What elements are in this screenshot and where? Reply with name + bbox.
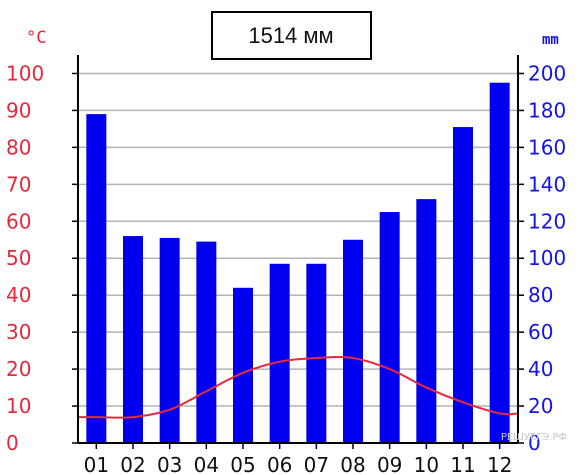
precipitation-bar bbox=[269, 263, 290, 443]
right-tick-label: 160 bbox=[528, 135, 566, 159]
precipitation-bar bbox=[489, 82, 510, 443]
precipitation-bar bbox=[86, 114, 107, 443]
right-tick-label: 180 bbox=[528, 98, 566, 122]
temperature-unit-label: °C bbox=[26, 28, 46, 48]
grid-lines bbox=[78, 72, 518, 407]
x-tick-label: 06 bbox=[267, 453, 292, 475]
total-precipitation-label: 1514 мм bbox=[248, 23, 333, 48]
right-tick-label: 120 bbox=[528, 209, 566, 233]
precipitation-bar bbox=[123, 236, 143, 443]
precipitation-bar bbox=[379, 212, 400, 443]
x-tick-label: 05 bbox=[230, 453, 255, 475]
precipitation-bar bbox=[159, 237, 180, 443]
temperature-line-group bbox=[78, 356, 519, 419]
left-tick-label: 100 bbox=[6, 61, 44, 85]
right-tick-label: 200 bbox=[528, 61, 566, 85]
precipitation-bar bbox=[306, 263, 327, 443]
left-tick-label: 20 bbox=[6, 357, 31, 381]
x-tick-label: 04 bbox=[194, 453, 219, 475]
right-tick-label: 100 bbox=[528, 246, 566, 270]
x-tick-label: 11 bbox=[450, 453, 475, 475]
x-tick-label: 09 bbox=[377, 453, 402, 475]
precipitation-bar bbox=[196, 241, 217, 443]
precipitation-unit-label: mm bbox=[542, 32, 559, 48]
left-tick-label: 80 bbox=[6, 135, 31, 159]
total-precipitation-box bbox=[211, 11, 372, 60]
precipitation-bar bbox=[416, 199, 437, 443]
right-tick-label: 140 bbox=[528, 172, 566, 196]
x-tick-label: 12 bbox=[487, 453, 512, 475]
right-tick-label: 0 bbox=[528, 431, 541, 455]
precipitation-bar bbox=[343, 239, 363, 443]
left-tick-label: 60 bbox=[6, 209, 31, 233]
left-tick-label: 70 bbox=[6, 172, 31, 196]
x-tick-label: 02 bbox=[120, 453, 145, 475]
right-tick-label: 80 bbox=[528, 283, 553, 307]
left-tick-label: 30 bbox=[6, 320, 31, 344]
right-tick-label: 40 bbox=[528, 357, 553, 381]
precipitation-bar bbox=[233, 287, 253, 443]
left-tick-label: 40 bbox=[6, 283, 31, 307]
right-tick-label: 60 bbox=[528, 320, 553, 344]
left-tick-label: 0 bbox=[6, 431, 19, 455]
x-tick-label: 01 bbox=[84, 453, 109, 475]
precipitation-bar bbox=[453, 127, 473, 444]
x-tick-label: 07 bbox=[304, 453, 329, 475]
left-tick-label: 10 bbox=[6, 394, 31, 418]
axis-labels: 0102030405060708090100020406080100120140… bbox=[6, 61, 566, 475]
x-tick-label: 03 bbox=[157, 453, 182, 475]
x-tick-label: 08 bbox=[340, 453, 365, 475]
right-tick-label: 20 bbox=[528, 394, 553, 418]
left-tick-label: 90 bbox=[6, 98, 31, 122]
watermark: РЕШУЕГЭ.РФ bbox=[501, 432, 568, 443]
x-tick-label: 10 bbox=[414, 453, 439, 475]
temperature-line bbox=[78, 356, 519, 419]
precipitation-bars bbox=[86, 82, 510, 444]
left-tick-label: 50 bbox=[6, 246, 31, 270]
axes bbox=[72, 55, 524, 449]
